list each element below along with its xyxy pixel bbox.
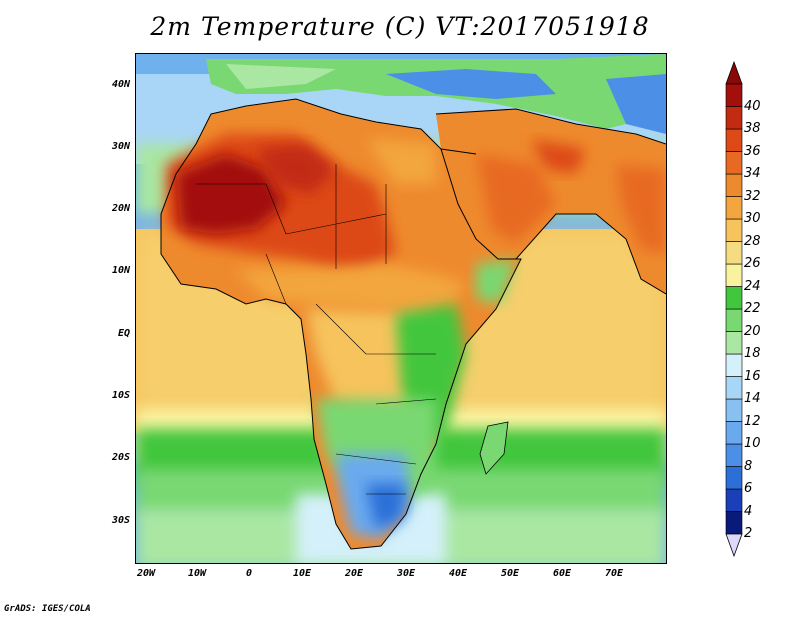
credit-text: GrADS: IGES/COLA <box>4 604 91 614</box>
lon-label-70e: 70E <box>604 568 624 579</box>
colorbar-label: 34 <box>744 166 761 181</box>
colorbar-box <box>725 218 743 242</box>
map-field-svg <box>136 54 666 563</box>
arabia-hot <box>476 154 556 244</box>
colorbar-label: 40 <box>744 98 761 114</box>
lat-label-30s: 30S <box>111 515 130 526</box>
lat-label-eq: EQ <box>117 328 130 339</box>
colorbar-label: 30 <box>744 211 761 226</box>
colorbar-label: 4 <box>744 503 753 519</box>
colorbar-label: 8 <box>744 458 753 474</box>
colorbar-box <box>725 106 743 130</box>
lon-label-50e: 50E <box>500 568 520 579</box>
ethiopia-cool <box>476 259 516 304</box>
country-borders <box>196 164 437 495</box>
colorbar-over-triangle <box>725 60 743 85</box>
madagascar <box>479 421 509 475</box>
africa-coastline <box>160 98 522 550</box>
colorbar-label: 16 <box>744 368 761 384</box>
libya-egypt-warm <box>366 139 436 184</box>
colorbar-label: 10 <box>744 436 761 451</box>
colorbar-box <box>725 466 743 490</box>
highveld-cold <box>366 484 406 529</box>
asia-coastline <box>435 108 666 295</box>
colorbar-label: 2 <box>744 526 753 541</box>
colorbar-label: 38 <box>744 121 761 136</box>
colorbar-box <box>725 286 743 310</box>
lon-label-60e: 60E <box>552 568 572 579</box>
lat-label-30n: 30N <box>111 141 130 152</box>
sahel-warm <box>236 264 466 314</box>
colorbar-box <box>725 263 743 287</box>
colorbar-label: 24 <box>744 278 761 294</box>
colorbar-box <box>725 353 743 377</box>
lon-label-20e: 20E <box>344 568 364 579</box>
europe-cold-area <box>386 69 556 99</box>
lat-label-10n: 10N <box>111 265 130 276</box>
colorbar-label: 20 <box>744 323 761 339</box>
colorbar-label: 28 <box>744 233 761 249</box>
colorbar-label: 32 <box>744 188 761 204</box>
lon-label-10w: 10W <box>187 568 207 579</box>
colorbar-label: 26 <box>744 256 761 271</box>
central-asia-cold-area <box>606 74 666 134</box>
colorbar-box <box>725 173 743 197</box>
algeria-hot <box>256 144 336 194</box>
colorbar-box <box>725 151 743 175</box>
colorbar-box <box>725 331 743 355</box>
lon-label-10e: 10E <box>292 568 312 579</box>
colorbar-label: 36 <box>744 143 761 159</box>
colorbar-label: 6 <box>744 481 753 496</box>
colorbar-box <box>725 421 743 445</box>
colorbar-box <box>725 128 743 152</box>
colorbar-box <box>725 488 743 512</box>
colorbar-label: 12 <box>744 413 761 429</box>
lon-label-0: 0 <box>245 568 253 579</box>
lon-label-30e: 30E <box>396 568 416 579</box>
lon-label-40e: 40E <box>448 568 468 579</box>
colorbar-label: 18 <box>744 346 761 361</box>
colorbar-box <box>725 308 743 332</box>
colorbar-label: 22 <box>744 301 761 316</box>
colorbar-box <box>725 443 743 467</box>
map-title: 2m Temperature (C) VT:2017051918 <box>150 12 650 41</box>
india-hot <box>616 164 666 254</box>
colorbar-box <box>725 398 743 422</box>
colorbar-box <box>725 511 743 535</box>
colorbar-under-triangle <box>725 533 743 558</box>
lat-label-20s: 20S <box>111 452 130 463</box>
colorbar-box <box>725 376 743 400</box>
iberia-area <box>226 64 336 89</box>
colorbar-box <box>725 83 743 107</box>
colorbar <box>725 60 743 558</box>
west-sahara-hottest <box>176 154 286 234</box>
lat-label-20n: 20N <box>111 203 130 214</box>
colorbar-box <box>725 241 743 265</box>
colorbar-label: 14 <box>744 391 761 406</box>
iraq-hot <box>531 139 586 174</box>
lat-label-40n: 40N <box>111 79 130 90</box>
temperature-map <box>135 53 667 564</box>
lon-label-20w: 20W <box>136 568 156 579</box>
lat-label-10s: 10S <box>111 390 130 401</box>
colorbar-box <box>725 196 743 220</box>
